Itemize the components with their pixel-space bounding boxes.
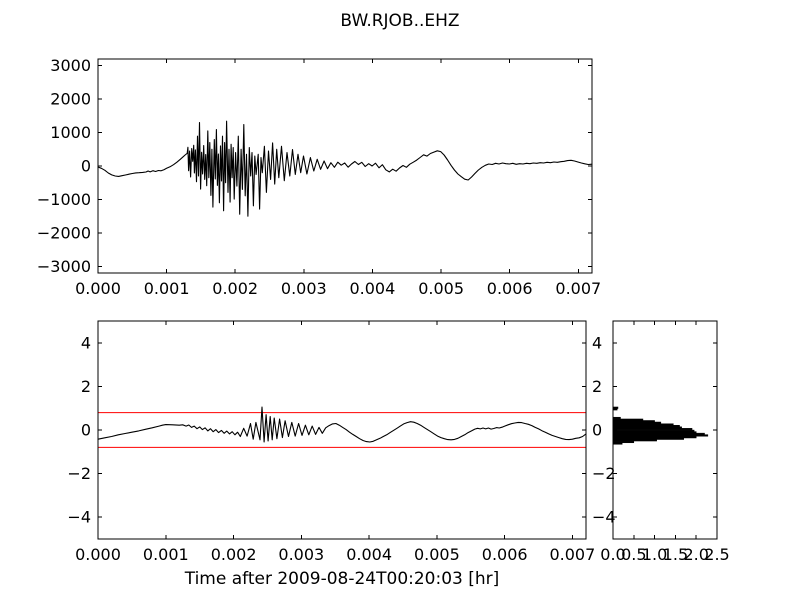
x-axis-label: Time after 2009-08-24T00:20:03 [hr] (184, 569, 500, 589)
figure-title: BW.RJOB..EHZ (340, 11, 460, 31)
x-tick-label: 0.002 (212, 279, 258, 298)
x-tick-label: 0.007 (549, 545, 595, 564)
histogram-bar (612, 436, 697, 439)
histogram-bar (612, 416, 621, 420)
x-tick-label: 0.001 (143, 545, 189, 564)
histogram-bars (612, 406, 709, 445)
cf-axes: 0.000 0.001 0.002 0.003 0.004 0.005 0.006 0.007… (67, 320, 616, 589)
y-tick-label: 2 (81, 377, 91, 396)
x-tick-label: 1.0 (642, 545, 667, 564)
y-tick-label-right: −4 (592, 508, 616, 527)
y-tick-label: 1000 (50, 123, 91, 142)
y-tick-label: −1000 (37, 190, 91, 209)
x-tick-label: 0.002 (211, 545, 257, 564)
histogram-bar (612, 440, 635, 444)
histogram-bar (612, 429, 695, 432)
seismogram-trace (97, 120, 593, 217)
x-tick-label: 0.003 (281, 279, 327, 298)
y-tick-label: 0 (81, 157, 91, 176)
y-tick-label: −2 (67, 464, 91, 483)
x-tick-label: 0.006 (482, 545, 528, 564)
y-tick-label: 4 (81, 333, 91, 352)
x-tick-label: 2.5 (704, 545, 729, 564)
normalized-trace (97, 406, 587, 443)
y-tick-label: 0 (81, 421, 91, 440)
y-tick-label-right: 0 (592, 421, 602, 440)
x-tick-label: 0.004 (346, 545, 392, 564)
y-tick-label: −2000 (37, 223, 91, 242)
y-tick-label: −4 (67, 508, 91, 527)
y-tick-label: 2000 (50, 90, 91, 109)
x-tick-label: 0.5 (621, 545, 646, 564)
x-tick-label: 2.0 (683, 545, 708, 564)
histogram-bar (612, 418, 644, 421)
histogram-bar (612, 423, 674, 426)
cf-spines (97, 320, 587, 540)
x-tick-label: 0.007 (555, 279, 601, 298)
hist-axes: 0.00.51.01.52.02.5 (600, 320, 730, 564)
y-tick-label-right: −2 (592, 464, 616, 483)
x-tick-label: 0.000 (75, 279, 121, 298)
x-tick-label: 0.005 (418, 279, 464, 298)
x-tick-label: 0.006 (487, 279, 533, 298)
y-tick-label: −3000 (37, 257, 91, 276)
raw-axes: 0.000 0.001 0.002 0.003 0.004 0.005 0.006 0.007… (37, 56, 601, 298)
x-tick-label: 0.000 (75, 545, 121, 564)
y-tick-label: 3000 (50, 56, 91, 75)
x-tick-label: 0.004 (349, 279, 395, 298)
histogram-bar (612, 406, 619, 409)
x-tick-label: 1.5 (663, 545, 688, 564)
x-tick-label: 0.003 (278, 545, 324, 564)
x-tick-label: 0.0 (600, 545, 625, 564)
x-tick-label: 0.005 (414, 545, 460, 564)
y-tick-label-right: 4 (592, 333, 602, 352)
x-tick-label: 0.001 (144, 279, 190, 298)
y-tick-label-right: 2 (592, 377, 602, 396)
